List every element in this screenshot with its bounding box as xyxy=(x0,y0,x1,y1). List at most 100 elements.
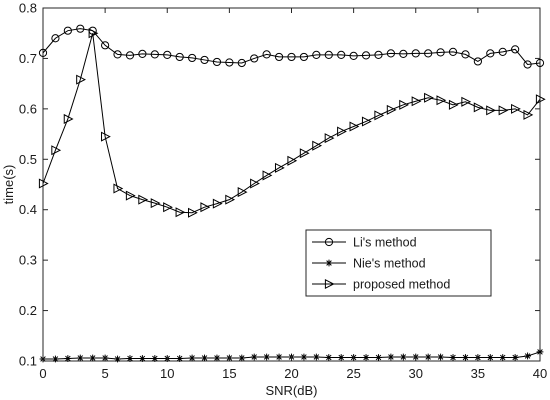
data-point xyxy=(237,187,248,198)
data-point xyxy=(89,354,97,362)
data-point xyxy=(225,194,236,205)
data-point xyxy=(212,198,223,209)
data-point xyxy=(126,355,134,362)
data-point xyxy=(163,50,172,59)
legend: Li's method Nie's method proposed method xyxy=(305,229,492,297)
data-point xyxy=(63,113,74,124)
data-point xyxy=(113,50,122,59)
x-tick-label: 0 xyxy=(39,366,46,381)
data-point xyxy=(536,348,544,356)
data-point xyxy=(436,95,447,106)
data-point xyxy=(250,178,260,189)
data-point xyxy=(424,353,432,361)
data-point xyxy=(52,355,59,363)
data-point xyxy=(325,354,333,361)
x-tick-label: 25 xyxy=(346,366,360,381)
data-point xyxy=(524,352,531,360)
x-tick-label: 15 xyxy=(222,366,236,381)
data-point xyxy=(312,140,323,151)
y-tick-label: 0.5 xyxy=(19,152,37,167)
data-point xyxy=(436,48,445,57)
data-point xyxy=(535,58,545,68)
series-line xyxy=(42,28,541,66)
data-point xyxy=(225,58,234,67)
data-point xyxy=(114,355,121,363)
data-point xyxy=(461,50,470,59)
data-point xyxy=(201,354,208,362)
x-tick-label: 20 xyxy=(284,366,298,381)
legend-label: proposed method xyxy=(353,278,450,292)
data-point xyxy=(76,354,84,362)
data-point xyxy=(511,103,521,114)
data-point xyxy=(498,105,509,116)
axis-ticks: 0 5 10 15 20 25 30 35 40 0.1 0.2 0.3 0.4 0.5 0.6 0.7 0.8 xyxy=(19,1,547,382)
x-axis-label: SNR(dB) xyxy=(265,383,317,398)
data-point xyxy=(299,52,309,62)
data-point xyxy=(125,51,135,60)
data-point xyxy=(163,202,173,213)
data-point xyxy=(250,353,258,361)
data-point xyxy=(511,45,520,54)
data-point xyxy=(188,207,198,218)
data-point xyxy=(337,126,347,137)
data-point xyxy=(76,24,85,33)
data-point xyxy=(125,190,136,201)
data-point xyxy=(299,148,310,159)
y-tick-label: 0.1 xyxy=(19,354,37,369)
data-point xyxy=(523,60,532,69)
data-point xyxy=(349,51,358,61)
data-point xyxy=(88,28,99,39)
plot-area-box xyxy=(42,7,541,362)
data-point xyxy=(262,50,271,59)
data-point xyxy=(51,34,60,43)
data-point xyxy=(138,49,147,58)
y-tick-label: 0.7 xyxy=(19,51,37,66)
x-tick-label: 30 xyxy=(409,366,423,381)
legend-label: Li's method xyxy=(353,236,417,250)
series-2 xyxy=(38,28,546,218)
data-point xyxy=(449,354,457,361)
legend-item: proposed method xyxy=(312,278,450,292)
data-point xyxy=(349,121,360,132)
data-point xyxy=(511,354,519,361)
series-line xyxy=(42,33,541,214)
data-point xyxy=(101,41,110,50)
data-point xyxy=(337,354,345,361)
data-point xyxy=(386,104,397,115)
data-point xyxy=(64,355,72,362)
data-point xyxy=(250,54,259,63)
data-point xyxy=(523,109,534,120)
data-point xyxy=(287,52,296,62)
y-tick-label: 0.4 xyxy=(19,202,37,217)
x-tick-label: 40 xyxy=(533,366,547,381)
data-point xyxy=(462,354,469,361)
data-point xyxy=(386,49,395,58)
data-point xyxy=(375,354,382,361)
data-point xyxy=(473,57,482,66)
data-point xyxy=(188,354,196,362)
data-point xyxy=(101,131,111,142)
data-point xyxy=(324,133,335,144)
data-point xyxy=(175,52,184,62)
legend-item: Li's method xyxy=(312,236,417,250)
data-point xyxy=(362,354,370,361)
data-point xyxy=(399,99,410,110)
data-point xyxy=(411,49,420,58)
data-point xyxy=(274,162,285,173)
data-point xyxy=(51,145,62,156)
series-layer xyxy=(38,24,546,363)
data-point xyxy=(424,49,433,58)
legend-marker xyxy=(324,237,334,247)
data-point xyxy=(262,170,273,181)
data-point xyxy=(38,48,48,57)
data-point xyxy=(151,355,159,362)
data-point xyxy=(63,26,72,35)
data-point xyxy=(312,353,320,361)
data-point xyxy=(448,99,459,110)
data-point xyxy=(448,47,458,56)
data-point xyxy=(535,94,546,105)
data-point xyxy=(486,105,496,116)
data-point xyxy=(274,52,284,62)
plot-frame xyxy=(42,7,541,362)
